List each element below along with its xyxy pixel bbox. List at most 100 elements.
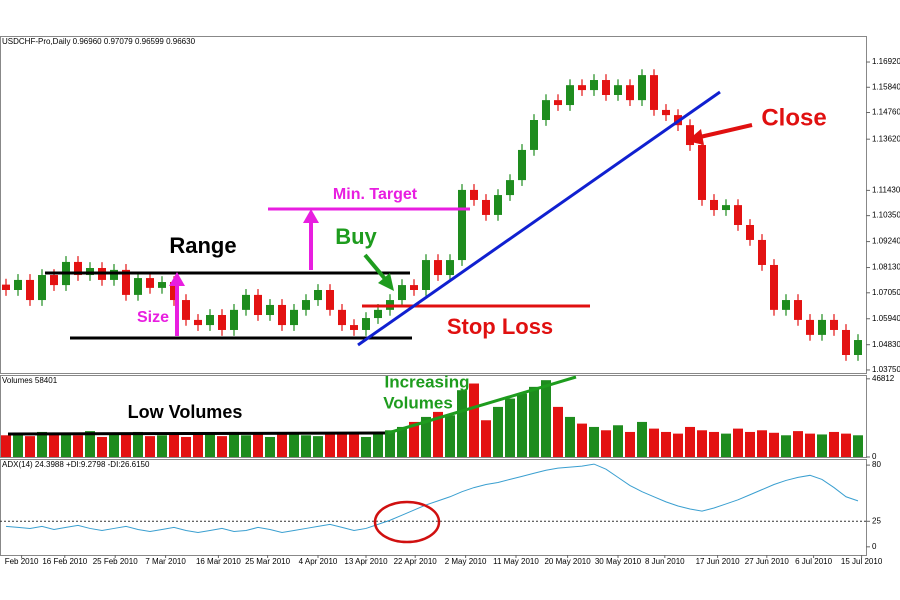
volume-bar: [133, 431, 143, 457]
volume-bar: [193, 434, 203, 457]
candle-body: [818, 319, 826, 335]
volume-bar: [229, 431, 239, 457]
volume-bar: [589, 426, 599, 457]
candle-body: [278, 304, 286, 326]
candle-body: [290, 309, 298, 326]
candle-body: [314, 289, 322, 301]
candle-body: [506, 180, 514, 196]
x-tick-label: 30 May 2010: [595, 557, 642, 566]
volume-bar: [145, 436, 155, 457]
volume-bar: [493, 406, 503, 457]
volume-bar: [853, 435, 863, 457]
volume-bar: [829, 431, 839, 457]
adx-highlight: [373, 500, 441, 544]
y-tick-label: 46812: [872, 374, 895, 383]
close-label: Close: [761, 104, 826, 131]
volume-bar: [841, 433, 851, 457]
candle-body: [50, 275, 58, 286]
adx-panel: [0, 459, 867, 556]
buy-arrow: [363, 253, 388, 282]
candle-body: [266, 304, 274, 316]
y-tick-label: 1.03750: [872, 365, 900, 374]
volume-bar: [805, 433, 815, 457]
volume-bar: [217, 436, 227, 457]
candle-body: [158, 282, 166, 288]
x-tick-label: 16 Mar 2010: [196, 557, 241, 566]
x-tick-label: 25 Feb 2010: [93, 557, 138, 566]
x-tick-label: 7 Mar 2010: [145, 557, 186, 566]
y-tick-label: 0: [872, 542, 877, 551]
price-panel: [0, 36, 867, 374]
y-tick-label: 1.08130: [872, 263, 900, 272]
x-tick-label: 22 Apr 2010: [394, 557, 438, 566]
range-label: Range: [169, 233, 236, 258]
candle-body: [626, 85, 634, 101]
candle-body: [734, 205, 742, 225]
candle-body: [770, 264, 778, 310]
x-tick-label: 15 Jul 2010: [841, 557, 883, 566]
candle-body: [710, 199, 718, 211]
volume-bar: [793, 431, 803, 457]
candle-body: [434, 260, 442, 276]
volume-bar: [421, 416, 431, 457]
candle-body: [590, 80, 598, 91]
volume-bar: [613, 425, 623, 457]
volume-bar: [733, 428, 743, 457]
y-tick-label: 1.14760: [872, 108, 900, 117]
y-tick-label: 1.07050: [872, 288, 900, 297]
low-volumes-label: Low Volumes: [128, 402, 243, 422]
volume-bar: [181, 436, 191, 457]
candle-body: [242, 294, 250, 310]
candle-body: [122, 269, 130, 295]
candle-body: [518, 149, 526, 181]
candle-body: [458, 189, 466, 261]
candle-body: [422, 260, 430, 290]
volume-bar: [625, 431, 635, 457]
x-tick-label: 8 Jun 2010: [645, 557, 685, 566]
volume-bar: [601, 430, 611, 457]
volume-bar: [277, 434, 287, 457]
candle-body: [2, 284, 10, 290]
candle-body: [218, 315, 226, 330]
candle-body: [482, 199, 490, 215]
candle-body: [362, 318, 370, 330]
x-tick-label: 17 Jun 2010: [696, 557, 741, 566]
y-tick-label: 1.13620: [872, 134, 900, 143]
volume-bar: [25, 436, 35, 457]
candle-body: [146, 278, 154, 288]
x-tick-label: 25 Mar 2010: [245, 557, 290, 566]
x-tick-label: 20 May 2010: [544, 557, 591, 566]
candle-body: [758, 239, 766, 265]
close-arrow-head: [687, 129, 704, 145]
candle-body: [638, 75, 646, 101]
y-tick-label: 1.09240: [872, 237, 900, 246]
volume-bar: [169, 432, 179, 457]
candle-body: [38, 275, 46, 301]
candle-body: [602, 80, 610, 95]
volume-bar: [409, 421, 419, 457]
volume-bar: [241, 435, 251, 457]
volume-bar: [457, 390, 467, 457]
y-tick-label: 1.04830: [872, 340, 900, 349]
adx-title: ADX(14) 24.3988 +DI:9.2798 -DI:26.6150: [2, 460, 150, 469]
candle-body: [110, 269, 118, 280]
adx-line: [5, 463, 859, 534]
volume-bar: [541, 380, 551, 457]
volume-bar: [349, 431, 359, 457]
volume-bar: [337, 434, 347, 457]
y-tick-label: 1.15840: [872, 82, 900, 91]
x-tick-label: 16 Feb 2010: [42, 557, 87, 566]
candle-body: [26, 279, 34, 301]
volume-bar: [253, 433, 263, 457]
volume-bar: [373, 433, 383, 457]
volume-bar: [109, 433, 119, 457]
volume-bar: [301, 435, 311, 457]
annotations: Range Size Min. Target Buy Stop Loss Clo…: [7, 90, 827, 544]
candle-body: [374, 309, 382, 319]
volume-bar: [205, 433, 215, 457]
candle-body: [494, 195, 502, 215]
candle-body: [698, 145, 706, 200]
volume-bar: [97, 436, 107, 457]
volume-bar: [37, 431, 47, 457]
